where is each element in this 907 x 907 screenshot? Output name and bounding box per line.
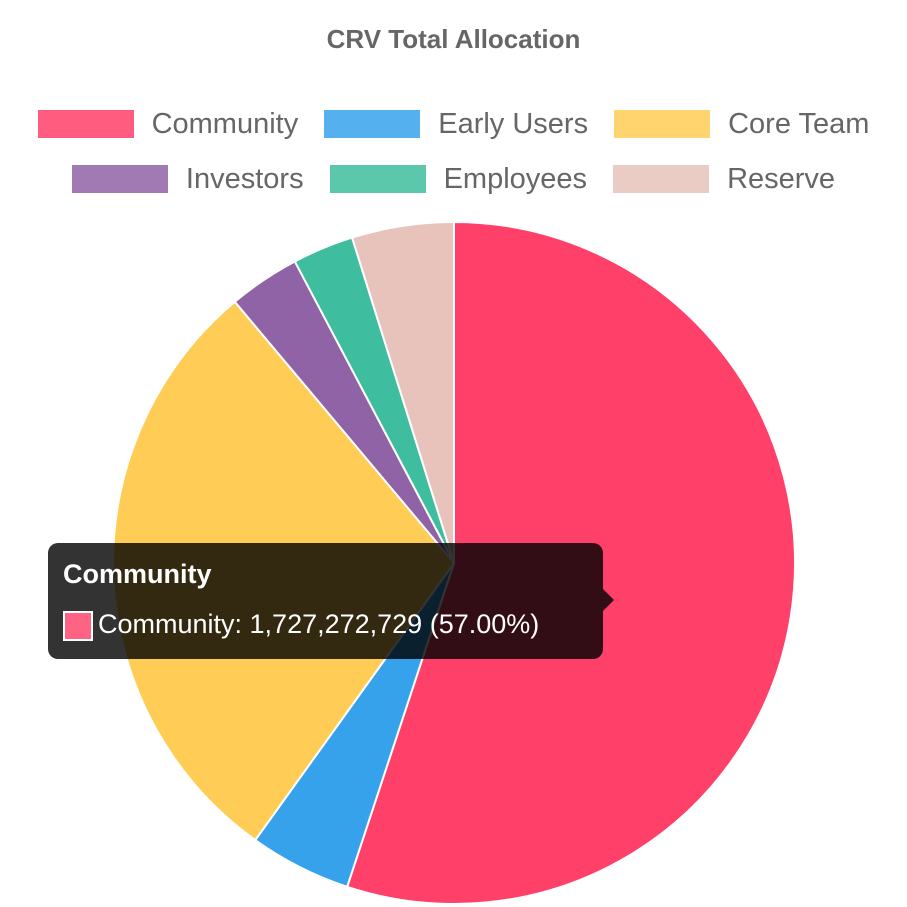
- legend-label-early-users: Early Users: [438, 108, 589, 140]
- legend-swatch-community: [37, 110, 134, 138]
- legend-item-community[interactable]: Community: [37, 106, 299, 142]
- legend-swatch-investors: [71, 165, 168, 193]
- legend-label-community: Community: [151, 108, 299, 140]
- chart-title: CRV Total Allocation: [326, 24, 581, 54]
- tooltip-title: Community: [63, 559, 212, 589]
- legend-label-employees: Employees: [443, 163, 588, 195]
- tooltip: Community Community: 1,727,272,729 (57.0…: [48, 543, 603, 659]
- legend-swatch-employees: [329, 165, 426, 193]
- tooltip-body: Community: 1,727,272,729 (57.00%): [98, 609, 540, 639]
- legend-row-2: Investors Employees Reserve: [0, 161, 907, 197]
- legend-item-employees[interactable]: Employees: [329, 161, 588, 197]
- legend-item-early-users[interactable]: Early Users: [324, 106, 588, 142]
- legend-label-investors: Investors: [185, 163, 304, 195]
- tooltip-swatch: [63, 611, 93, 641]
- tooltip-caret: [603, 589, 614, 611]
- legend-item-reserve[interactable]: Reserve: [613, 161, 835, 197]
- legend-swatch-early-users: [324, 110, 421, 138]
- legend-row-1: Community Early Users Core Team: [0, 106, 907, 142]
- legend-swatch-core-team: [614, 110, 711, 138]
- legend-swatch-reserve: [613, 165, 710, 193]
- legend-label-core-team: Core Team: [728, 108, 870, 140]
- legend-label-reserve: Reserve: [727, 163, 836, 195]
- legend-item-core-team[interactable]: Core Team: [614, 106, 869, 142]
- pie-slice-reserve[interactable]: [350, 220, 455, 564]
- legend-item-investors[interactable]: Investors: [71, 161, 304, 197]
